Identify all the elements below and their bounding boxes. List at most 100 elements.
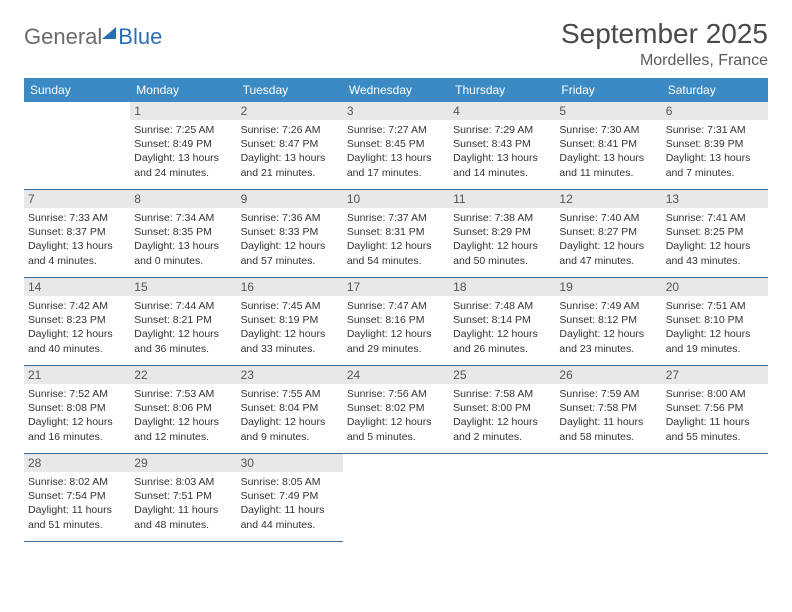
calendar-cell: 25Sunrise: 7:58 AMSunset: 8:00 PMDayligh… bbox=[449, 366, 555, 454]
calendar-cell: 9 Sunrise: 7:36 AMSunset: 8:33 PMDaylight… bbox=[237, 190, 343, 278]
daylight-text: Daylight: 12 hours and 43 minutes. bbox=[666, 239, 764, 267]
weekday-header: Tuesday bbox=[237, 78, 343, 102]
calendar-cell: 11Sunrise: 7:38 AMSunset: 8:29 PMDayligh… bbox=[449, 190, 555, 278]
weekday-header: Thursday bbox=[449, 78, 555, 102]
calendar-cell: 10Sunrise: 7:37 AMSunset: 8:31 PMDayligh… bbox=[343, 190, 449, 278]
weekday-header: Monday bbox=[130, 78, 236, 102]
daylight-text: Daylight: 13 hours and 0 minutes. bbox=[134, 239, 232, 267]
month-title: September 2025 bbox=[561, 18, 768, 50]
calendar-cell: 21Sunrise: 7:52 AMSunset: 8:08 PMDayligh… bbox=[24, 366, 130, 454]
day-number: 14 bbox=[24, 278, 130, 296]
sunrise-text: Sunrise: 7:25 AM bbox=[134, 123, 232, 137]
day-number: 23 bbox=[237, 366, 343, 384]
sunset-text: Sunset: 8:16 PM bbox=[347, 313, 445, 327]
day-info: Sunrise: 7:41 AMSunset: 8:25 PMDaylight:… bbox=[666, 211, 764, 268]
sunset-text: Sunset: 8:49 PM bbox=[134, 137, 232, 151]
daylight-text: Daylight: 13 hours and 11 minutes. bbox=[559, 151, 657, 179]
daylight-text: Daylight: 12 hours and 57 minutes. bbox=[241, 239, 339, 267]
day-number: 22 bbox=[130, 366, 236, 384]
daylight-text: Daylight: 12 hours and 16 minutes. bbox=[28, 415, 126, 443]
day-number: 27 bbox=[662, 366, 768, 384]
weekday-header: Sunday bbox=[24, 78, 130, 102]
sunset-text: Sunset: 8:43 PM bbox=[453, 137, 551, 151]
calendar-cell: 6Sunrise: 7:31 AMSunset: 8:39 PMDaylight… bbox=[662, 102, 768, 190]
daylight-text: Daylight: 11 hours and 55 minutes. bbox=[666, 415, 764, 443]
calendar-cell: 17Sunrise: 7:47 AMSunset: 8:16 PMDayligh… bbox=[343, 278, 449, 366]
sunrise-text: Sunrise: 7:26 AM bbox=[241, 123, 339, 137]
day-info: Sunrise: 7:34 AMSunset: 8:35 PMDaylight:… bbox=[134, 211, 232, 268]
sunrise-text: Sunrise: 7:38 AM bbox=[453, 211, 551, 225]
sunset-text: Sunset: 8:08 PM bbox=[28, 401, 126, 415]
sunrise-text: Sunrise: 7:31 AM bbox=[666, 123, 764, 137]
day-number: 10 bbox=[343, 190, 449, 208]
day-number: 4 bbox=[449, 102, 555, 120]
calendar-cell: 16Sunrise: 7:45 AMSunset: 8:19 PMDayligh… bbox=[237, 278, 343, 366]
day-number: 2 bbox=[237, 102, 343, 120]
day-number: 12 bbox=[555, 190, 661, 208]
sunset-text: Sunset: 8:31 PM bbox=[347, 225, 445, 239]
day-info: Sunrise: 7:49 AMSunset: 8:12 PMDaylight:… bbox=[559, 299, 657, 356]
day-number: 11 bbox=[449, 190, 555, 208]
day-number: 13 bbox=[662, 190, 768, 208]
brand-part1: General bbox=[24, 24, 102, 50]
sunset-text: Sunset: 7:58 PM bbox=[559, 401, 657, 415]
sunrise-text: Sunrise: 7:58 AM bbox=[453, 387, 551, 401]
day-number: 28 bbox=[24, 454, 130, 472]
weekday-header-row: Sunday Monday Tuesday Wednesday Thursday… bbox=[24, 78, 768, 102]
sunset-text: Sunset: 8:33 PM bbox=[241, 225, 339, 239]
sunrise-text: Sunrise: 7:59 AM bbox=[559, 387, 657, 401]
sunrise-text: Sunrise: 7:40 AM bbox=[559, 211, 657, 225]
calendar-cell: 14 Sunrise: 7:42 AMSunset: 8:23 PMDayligh… bbox=[24, 278, 130, 366]
daylight-text: Daylight: 12 hours and 2 minutes. bbox=[453, 415, 551, 443]
daylight-text: Daylight: 13 hours and 24 minutes. bbox=[134, 151, 232, 179]
sunrise-text: Sunrise: 7:36 AM bbox=[241, 211, 339, 225]
day-number: 17 bbox=[343, 278, 449, 296]
daylight-text: Daylight: 13 hours and 17 minutes. bbox=[347, 151, 445, 179]
day-number: 26 bbox=[555, 366, 661, 384]
day-number: 9 bbox=[237, 190, 343, 208]
sunset-text: Sunset: 8:14 PM bbox=[453, 313, 551, 327]
day-info: Sunrise: 7:42 AMSunset: 8:23 PMDaylight:… bbox=[28, 299, 126, 356]
day-info: Sunrise: 7:36 AMSunset: 8:33 PMDaylight:… bbox=[241, 211, 339, 268]
calendar-cell: 12 Sunrise: 7:40 AMSunset: 8:27 PMDayligh… bbox=[555, 190, 661, 278]
day-info: Sunrise: 7:48 AMSunset: 8:14 PMDaylight:… bbox=[453, 299, 551, 356]
calendar-cell: 5Sunrise: 7:30 AMSunset: 8:41 PMDaylight… bbox=[555, 102, 661, 190]
day-info: Sunrise: 7:40 AMSunset: 8:27 PMDaylight:… bbox=[559, 211, 657, 268]
day-info: Sunrise: 7:55 AMSunset: 8:04 PMDaylight:… bbox=[241, 387, 339, 444]
brand-logo: General Blue bbox=[24, 18, 162, 50]
sunrise-text: Sunrise: 7:27 AM bbox=[347, 123, 445, 137]
day-number: 7 bbox=[24, 190, 130, 208]
sunset-text: Sunset: 8:12 PM bbox=[559, 313, 657, 327]
day-info: Sunrise: 7:53 AMSunset: 8:06 PMDaylight:… bbox=[134, 387, 232, 444]
weekday-header: Friday bbox=[555, 78, 661, 102]
calendar-cell: . bbox=[662, 454, 768, 542]
sunrise-text: Sunrise: 7:30 AM bbox=[559, 123, 657, 137]
calendar-cell: 24Sunrise: 7:56 AMSunset: 8:02 PMDayligh… bbox=[343, 366, 449, 454]
calendar-cell: 30Sunrise: 8:05 AMSunset: 7:49 PMDayligh… bbox=[237, 454, 343, 542]
calendar-grid: . 1Sunrise: 7:25 AMSunset: 8:49 PMDayligh… bbox=[24, 102, 768, 542]
day-info: Sunrise: 7:51 AMSunset: 8:10 PMDaylight:… bbox=[666, 299, 764, 356]
sunrise-text: Sunrise: 7:45 AM bbox=[241, 299, 339, 313]
sunrise-text: Sunrise: 7:56 AM bbox=[347, 387, 445, 401]
sunrise-text: Sunrise: 7:49 AM bbox=[559, 299, 657, 313]
day-info: Sunrise: 8:05 AMSunset: 7:49 PMDaylight:… bbox=[241, 475, 339, 532]
sunrise-text: Sunrise: 8:00 AM bbox=[666, 387, 764, 401]
day-number: 19 bbox=[555, 278, 661, 296]
day-info: Sunrise: 8:00 AMSunset: 7:56 PMDaylight:… bbox=[666, 387, 764, 444]
day-info: Sunrise: 8:03 AMSunset: 7:51 PMDaylight:… bbox=[134, 475, 232, 532]
daylight-text: Daylight: 12 hours and 5 minutes. bbox=[347, 415, 445, 443]
day-number: 3 bbox=[343, 102, 449, 120]
daylight-text: Daylight: 12 hours and 23 minutes. bbox=[559, 327, 657, 355]
calendar-cell: . bbox=[449, 454, 555, 542]
sunrise-text: Sunrise: 7:42 AM bbox=[28, 299, 126, 313]
sunrise-text: Sunrise: 8:03 AM bbox=[134, 475, 232, 489]
calendar-cell: 22 Sunrise: 7:53 AMSunset: 8:06 PMDayligh… bbox=[130, 366, 236, 454]
calendar-cell: 29Sunrise: 8:03 AMSunset: 7:51 PMDayligh… bbox=[130, 454, 236, 542]
day-info: Sunrise: 7:30 AMSunset: 8:41 PMDaylight:… bbox=[559, 123, 657, 180]
daylight-text: Daylight: 12 hours and 40 minutes. bbox=[28, 327, 126, 355]
calendar-cell: 1Sunrise: 7:25 AMSunset: 8:49 PMDaylight… bbox=[130, 102, 236, 190]
sunset-text: Sunset: 8:37 PM bbox=[28, 225, 126, 239]
sunrise-text: Sunrise: 7:29 AM bbox=[453, 123, 551, 137]
sunrise-text: Sunrise: 7:34 AM bbox=[134, 211, 232, 225]
calendar-page: General Blue September 2025 Mordelles, F… bbox=[0, 0, 792, 542]
